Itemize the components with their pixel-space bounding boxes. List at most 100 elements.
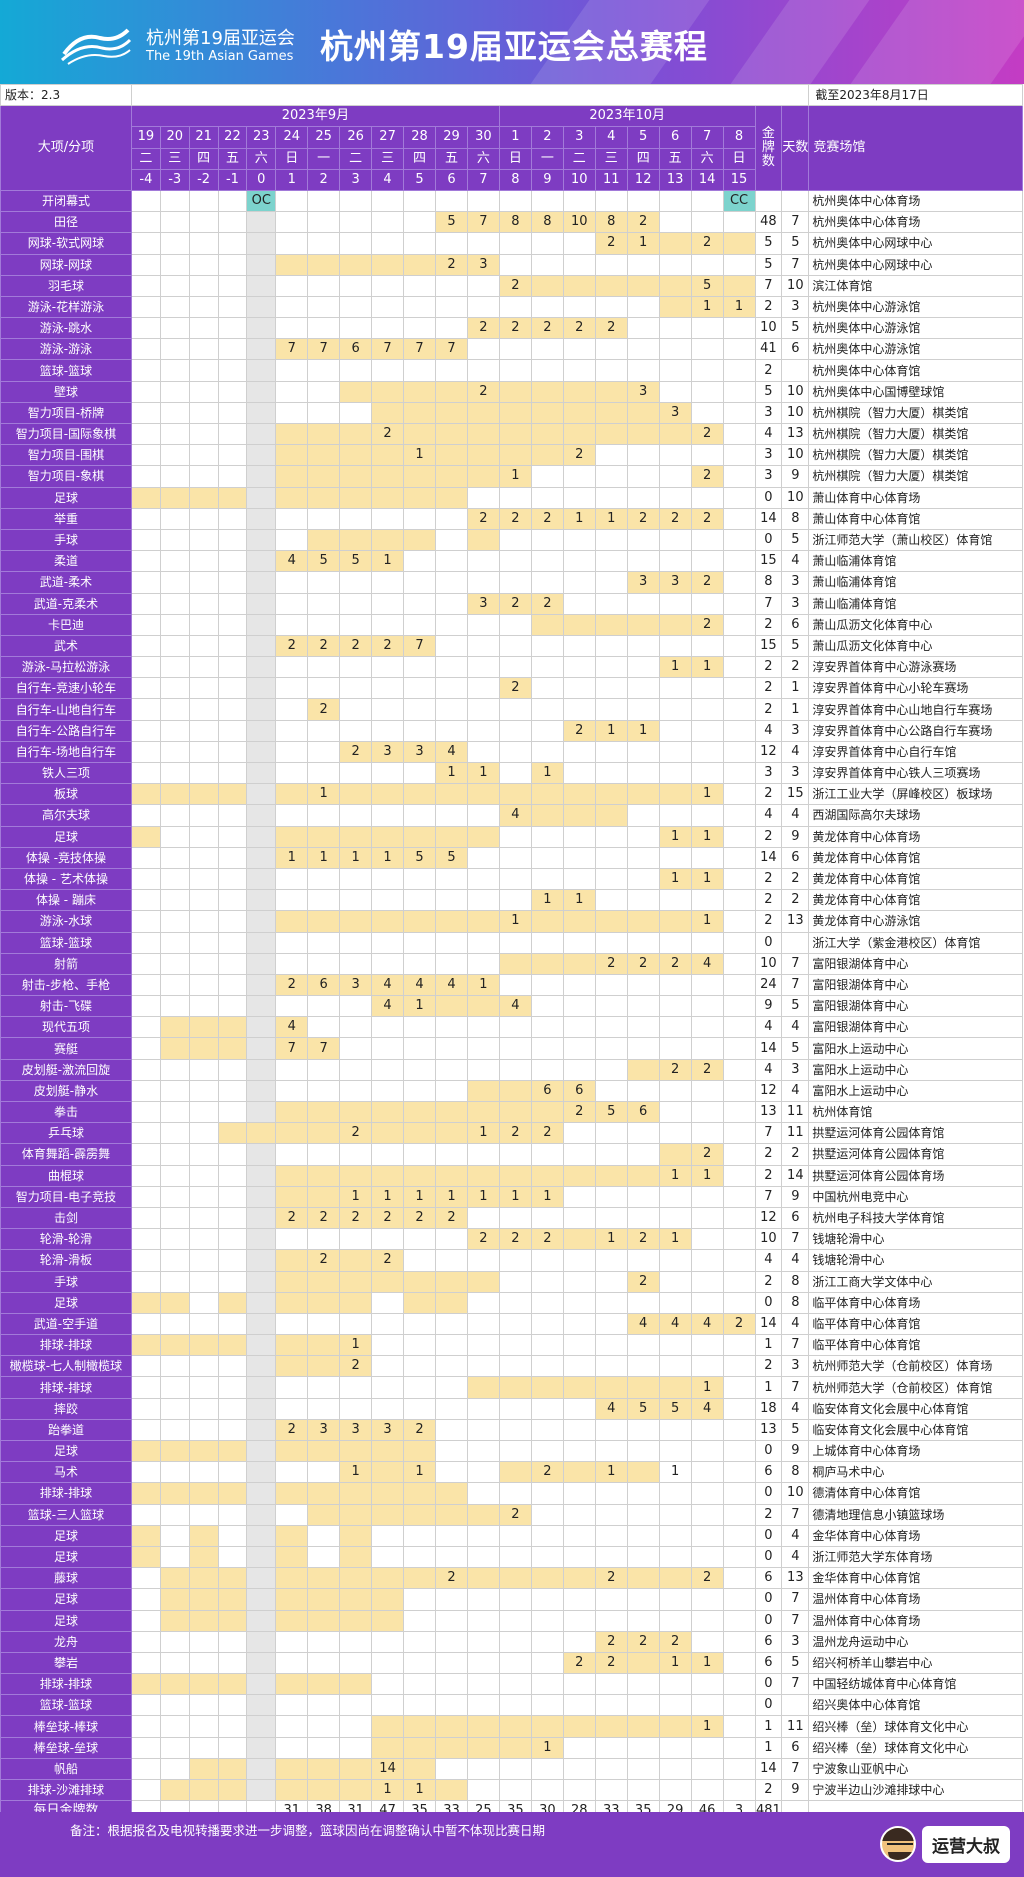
day-cell: 1 [498, 465, 532, 488]
day-cell: 2 [626, 1228, 660, 1251]
day-cell: 7 [307, 1037, 341, 1060]
sport-name: 板球 [0, 783, 132, 806]
days-count: 11 [781, 1122, 810, 1145]
day-cell [275, 740, 309, 764]
day-cell [130, 1228, 161, 1251]
day-cell [435, 189, 468, 213]
header-weekdays-cell: 五 [658, 147, 692, 170]
day-cell [562, 825, 596, 848]
day-cell [530, 1355, 564, 1378]
venue-name: 富阳银湖体育中心 [808, 1016, 1023, 1039]
day-cell [188, 1143, 219, 1166]
day-cell [339, 1609, 373, 1632]
day-cell: 4 [435, 740, 468, 764]
day-cell: 4 [371, 973, 405, 997]
sport-name: 足球 [0, 1545, 132, 1569]
day-cell [188, 1461, 219, 1484]
venue-name: 浙江大学（紫金港校区）体育馆 [808, 931, 1023, 954]
day-cell: 2 [403, 1418, 436, 1442]
day-cell [435, 1164, 468, 1187]
day-cell [371, 1609, 405, 1632]
day-cell [690, 761, 724, 785]
day-cell [159, 1291, 190, 1314]
day-cell [339, 1588, 373, 1611]
day-cell [562, 1185, 596, 1208]
day-cell [466, 1334, 500, 1357]
day-cell [339, 1482, 373, 1505]
day-cell [188, 1016, 219, 1039]
day-cell [530, 1206, 564, 1230]
day-cell [130, 1164, 161, 1187]
day-cell [658, 846, 692, 869]
day-cell [626, 1291, 660, 1314]
day-cell [530, 656, 564, 679]
day-cell [217, 1609, 248, 1632]
table-row: 马术 1 1 2 1 1 6 8 桐庐马术中心 [0, 1461, 1023, 1484]
schedule-table: 版本：2.3 截至2023年8月17日 大项/分项 2023年9月 2023年10月 金牌… [0, 83, 1023, 1868]
day-cell [217, 931, 248, 954]
days-count: 7 [781, 952, 810, 975]
day-cell [339, 698, 373, 721]
day-cell [130, 1334, 161, 1357]
day-cell [403, 1291, 436, 1314]
day-cell: 2 [339, 1355, 373, 1378]
day-cell [188, 1609, 219, 1632]
day-cell [339, 232, 373, 255]
day-cell [246, 1757, 277, 1781]
day-cell [435, 1694, 468, 1717]
day-cell [594, 295, 628, 319]
days-count: 3 [781, 571, 810, 594]
day-cell [130, 401, 161, 425]
days-count: 4 [781, 550, 810, 573]
table-row: 自行车-场地自行车 2 3 3 4 12 4 淳安界首体育中心自行车馆 [0, 740, 1023, 764]
sport-name: 篮球-篮球 [0, 1694, 132, 1717]
day-cell [371, 571, 405, 594]
day-cell [722, 1694, 756, 1717]
day-cell [658, 1100, 692, 1124]
gold-count: 3 [754, 401, 783, 425]
day-cell [188, 189, 219, 213]
day-cell [530, 1503, 564, 1526]
table-row: 攀岩 2 2 1 1 6 5 绍兴柯桥羊山攀岩中心 [0, 1651, 1023, 1675]
day-cell: 5 [403, 846, 436, 869]
gold-count: 0 [754, 931, 783, 954]
day-cell [403, 1715, 436, 1738]
day-cell [339, 1270, 373, 1293]
day-cell [307, 867, 341, 891]
day-cell [217, 1122, 248, 1145]
day-cell [339, 1651, 373, 1675]
sport-name: 智力项目-围棋 [0, 444, 132, 467]
day-cell [217, 486, 248, 509]
day-cell [188, 1673, 219, 1696]
day-cell [403, 1312, 436, 1336]
day-cell [435, 804, 468, 827]
day-cell [371, 401, 405, 425]
day-cell [159, 719, 190, 742]
day-cell [530, 1164, 564, 1187]
day-cell [498, 952, 532, 975]
day-cell [658, 550, 692, 573]
day-cell [466, 550, 500, 573]
day-cell [188, 317, 219, 340]
day-cell [130, 338, 161, 361]
day-cell [722, 1334, 756, 1357]
day-cell [275, 1439, 309, 1463]
gold-count: 2 [754, 867, 783, 891]
sport-name: 自行车-公路自行车 [0, 719, 132, 742]
day-cell [130, 1058, 161, 1081]
day-cell [188, 973, 219, 997]
day-cell [188, 761, 219, 785]
day-cell [562, 338, 596, 361]
day-cell: 2 [658, 952, 692, 975]
table-row: 乒乓球 2 1 2 2 7 11 拱墅运河体育公园体育馆 [0, 1122, 1023, 1145]
day-cell [246, 1143, 277, 1166]
gold-count: 14 [754, 507, 783, 530]
day-cell [403, 1736, 436, 1759]
day-cell [130, 1694, 161, 1717]
day-cell [626, 465, 660, 488]
venue-name: 杭州奥体中心体育馆 [808, 359, 1023, 382]
day-cell [246, 1312, 277, 1336]
day-cell: 2 [371, 634, 405, 658]
day-cell [562, 486, 596, 509]
day-cell [371, 613, 405, 636]
